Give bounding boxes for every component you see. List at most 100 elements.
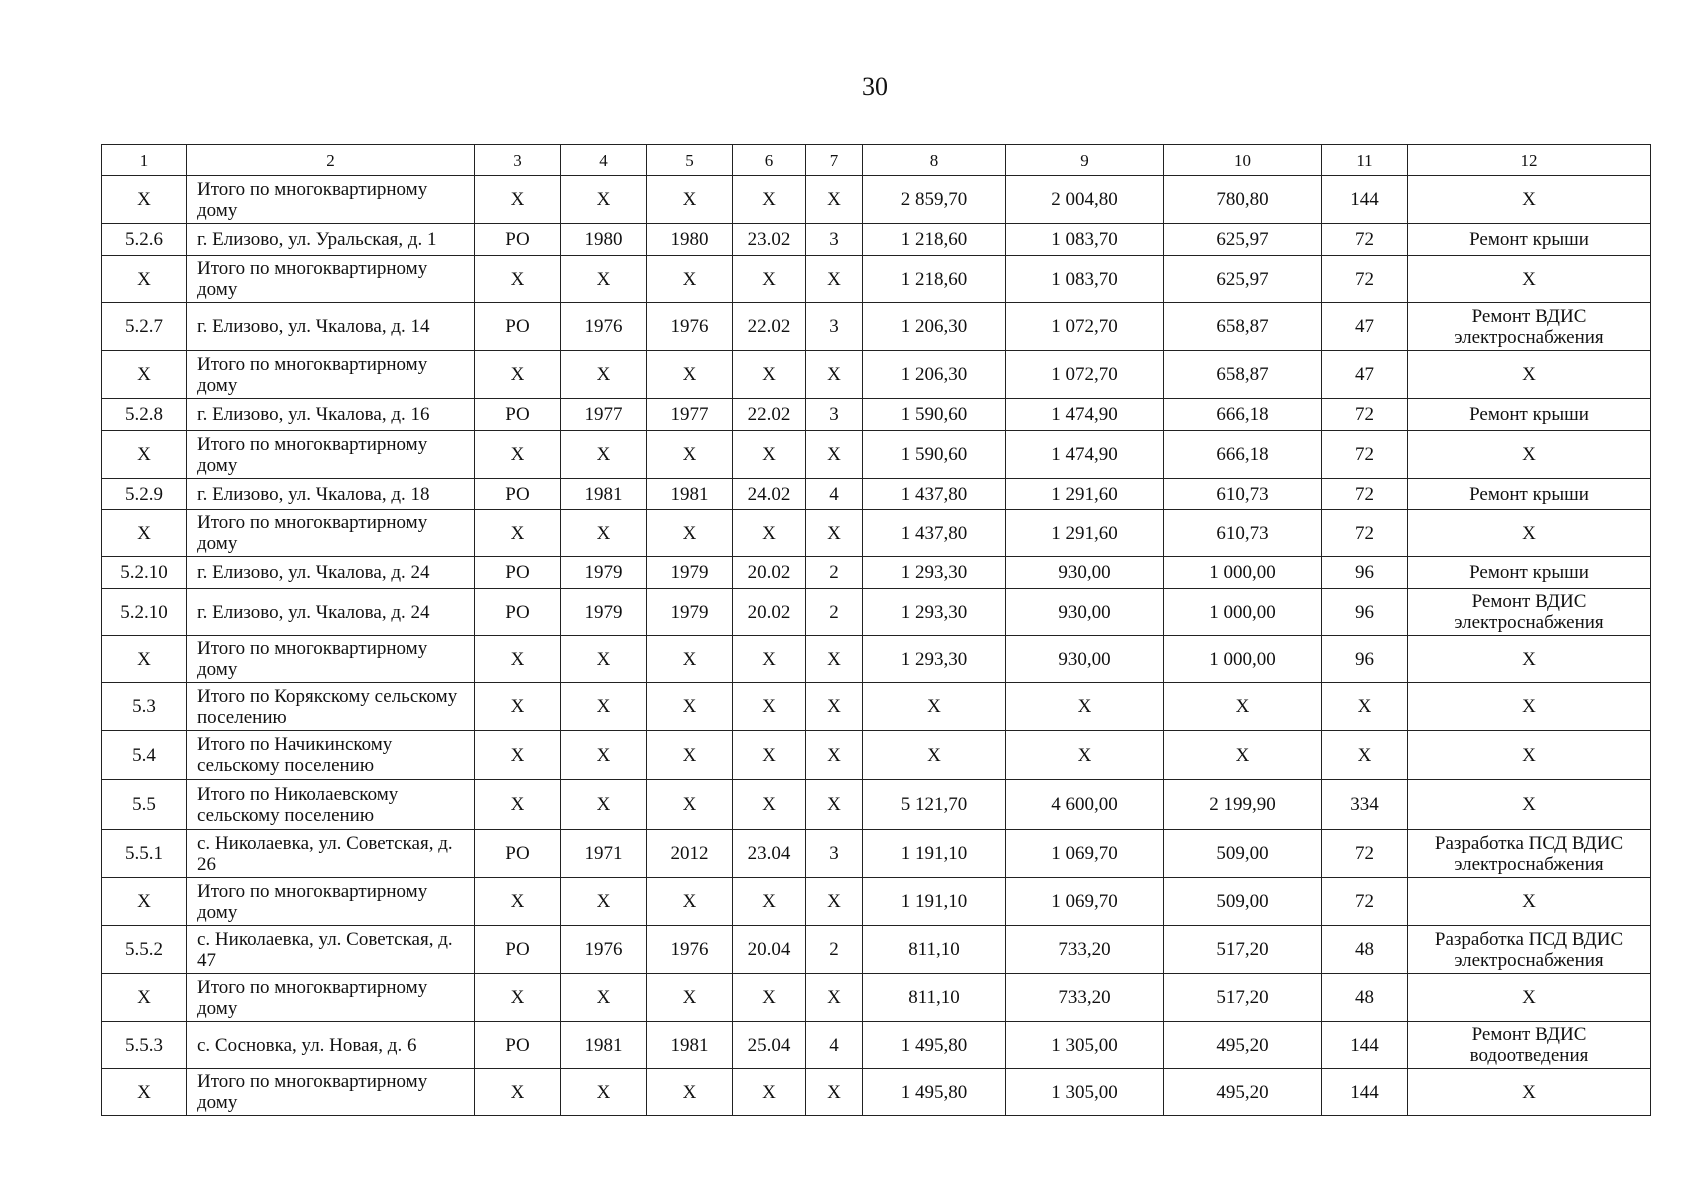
table-cell: 1976: [560, 302, 647, 351]
table-cell: РО: [474, 398, 561, 431]
table-cell: Х: [1321, 682, 1408, 731]
table-cell: 1 072,70: [1005, 302, 1164, 351]
table-cell: Х: [646, 682, 733, 731]
table-cell: Итого по многоквартирному дому: [186, 350, 475, 399]
table-cell: 1 000,00: [1163, 588, 1322, 636]
table-cell: 5.3: [101, 682, 187, 731]
table-cell: 1 000,00: [1163, 556, 1322, 589]
table-cell: Х: [1407, 430, 1651, 479]
page-number: 30: [862, 72, 888, 101]
column-header: 4: [560, 144, 647, 176]
table-cell: 5.5.3: [101, 1021, 187, 1069]
table-cell: 666,18: [1163, 430, 1322, 479]
table-cell: 2: [805, 588, 863, 636]
table-cell: РО: [474, 1021, 561, 1069]
table-cell: 1979: [646, 556, 733, 589]
table-cell: Х: [1407, 1068, 1651, 1116]
table-cell: 48: [1321, 973, 1408, 1022]
table-cell: Х: [560, 430, 647, 479]
table-cell: Х: [474, 682, 561, 731]
table-cell: Х: [101, 1068, 187, 1116]
table-cell: 930,00: [1005, 588, 1164, 636]
table-cell: Х: [646, 973, 733, 1022]
table-cell: 72: [1321, 509, 1408, 557]
table-cell: 658,87: [1163, 302, 1322, 351]
table-cell: 509,00: [1163, 829, 1322, 878]
table-cell: 2012: [646, 829, 733, 878]
table-cell: 24.02: [732, 478, 806, 510]
table-row: 5.2.6 г. Елизово, ул. Уральская, д. 1 РО 19…: [101, 223, 1651, 256]
table-cell: Х: [732, 430, 806, 479]
table-cell: Х: [1407, 877, 1651, 926]
header-row: 1 2 3 4 5 6 7 8 9 10 11 12: [101, 144, 1651, 176]
table-cell: 4: [805, 478, 863, 510]
table-cell: РО: [474, 925, 561, 974]
table-cell: Х: [1407, 635, 1651, 683]
table-cell: 144: [1321, 175, 1408, 224]
table-cell: Х: [474, 1068, 561, 1116]
table-cell: 5.2.8: [101, 398, 187, 431]
table-cell: Х: [646, 430, 733, 479]
table-cell: Х: [101, 430, 187, 479]
table-cell: Х: [101, 175, 187, 224]
table-cell: с. Николаевка, ул. Советская, д. 26: [186, 829, 475, 878]
table-cell: Х: [1407, 350, 1651, 399]
table-cell: Х: [646, 1068, 733, 1116]
table-cell: 23.02: [732, 223, 806, 256]
table-cell: Х: [1005, 682, 1164, 731]
table-row: Х Итого по многоквартирному дому Х Х Х Х Х 1 21…: [101, 255, 1651, 303]
table-cell: Итого по Николаевскому сельскому поселен…: [186, 779, 475, 830]
table-cell: Х: [805, 430, 863, 479]
table-row: Х Итого по многоквартирному дому Х Х Х Х Х 1 29…: [101, 635, 1651, 683]
table-cell: 1 206,30: [862, 350, 1006, 399]
table-row: Х Итого по многоквартирному дому Х Х Х Х Х 1 43…: [101, 509, 1651, 557]
table-cell: 72: [1321, 478, 1408, 510]
table-cell: 1 072,70: [1005, 350, 1164, 399]
table-cell: Х: [560, 635, 647, 683]
table-cell: Х: [560, 509, 647, 557]
table-cell: Х: [1407, 973, 1651, 1022]
table-cell: Х: [805, 877, 863, 926]
table-cell: 666,18: [1163, 398, 1322, 431]
table-cell: 1981: [560, 478, 647, 510]
table-cell: Х: [474, 877, 561, 926]
table-cell: Х: [101, 509, 187, 557]
table-cell: 23.04: [732, 829, 806, 878]
table-row: Х Итого по многоквартирному дому Х Х Х Х Х 1 49…: [101, 1068, 1651, 1116]
table-cell: 72: [1321, 223, 1408, 256]
table-cell: 334: [1321, 779, 1408, 830]
table-cell: 5.2.9: [101, 478, 187, 510]
table-row: Х Итого по многоквартирному дому Х Х Х Х Х 2 85…: [101, 175, 1651, 224]
table-cell: 1 291,60: [1005, 509, 1164, 557]
table-cell: Х: [560, 877, 647, 926]
table-cell: Ремонт крыши: [1407, 478, 1651, 510]
table-cell: Х: [805, 973, 863, 1022]
table-cell: 610,73: [1163, 509, 1322, 557]
table-cell: с. Николаевка, ул. Советская, д. 47: [186, 925, 475, 974]
table-cell: Х: [560, 350, 647, 399]
table-row: 5.2.8 г. Елизово, ул. Чкалова, д. 16 РО 197…: [101, 398, 1651, 431]
data-table: 1 2 3 4 5 6 7 8 9 10 11 12 Х Итого по многоквартирном…: [101, 144, 1651, 1116]
table-cell: г. Елизово, ул. Чкалова, д. 24: [186, 556, 475, 589]
table-cell: Х: [1407, 255, 1651, 303]
table-cell: Х: [805, 730, 863, 780]
table-cell: 2 859,70: [862, 175, 1006, 224]
table-cell: Х: [474, 430, 561, 479]
table-cell: 1 291,60: [1005, 478, 1164, 510]
table-cell: Х: [560, 1068, 647, 1116]
table-cell: Х: [646, 877, 733, 926]
table-cell: 625,97: [1163, 255, 1322, 303]
table-cell: Ремонт ВДИС электроснабжения: [1407, 302, 1651, 351]
table-cell: 811,10: [862, 925, 1006, 974]
table-cell: 5.2.10: [101, 588, 187, 636]
table-cell: Х: [732, 973, 806, 1022]
table-cell: 1 083,70: [1005, 223, 1164, 256]
table-cell: 20.04: [732, 925, 806, 974]
table-cell: Х: [560, 973, 647, 1022]
column-header: 9: [1005, 144, 1164, 176]
table-cell: 1976: [560, 925, 647, 974]
table-cell: 1977: [560, 398, 647, 431]
table-cell: Х: [805, 350, 863, 399]
table-cell: 1 590,60: [862, 430, 1006, 479]
table-cell: Х: [805, 635, 863, 683]
